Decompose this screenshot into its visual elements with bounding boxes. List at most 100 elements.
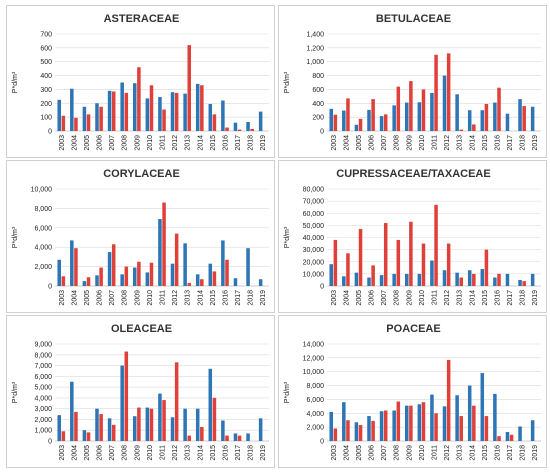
- bar-blue-2013: [183, 243, 187, 286]
- x-tick-label: 2003: [331, 290, 338, 306]
- x-tick-label: 2008: [122, 290, 129, 306]
- x-tick-label: 2008: [394, 445, 401, 461]
- bar-red-2017: [237, 129, 242, 131]
- chart-svg: CUPRESSACEAE/TAXACEAE P*d/m³ 0 10,000 20,000…: [284, 168, 541, 306]
- bar-blue-2015: [480, 373, 485, 441]
- bar-blue-2003: [329, 108, 333, 131]
- bar-blue-2004: [342, 110, 346, 131]
- y-tick-label: 400: [312, 101, 324, 108]
- bar-blue-2019: [530, 106, 535, 131]
- bar-blue-2008: [392, 105, 396, 131]
- bar-blue-2006: [367, 277, 371, 286]
- y-tick-label: 1,000: [306, 59, 324, 66]
- bar-blue-2013: [455, 94, 459, 131]
- bar-blue-2011: [158, 393, 162, 441]
- bar-red-2004: [346, 253, 350, 286]
- bar-blue-2003: [57, 99, 61, 131]
- bar-blue-2014: [195, 408, 200, 441]
- y-tick-label: 0: [48, 284, 52, 291]
- y-tick-label: 8,000: [34, 352, 52, 359]
- y-tick-label: 4,000: [306, 411, 324, 418]
- bar-red-2005: [358, 229, 363, 286]
- x-tick-label: 2010: [419, 135, 426, 151]
- x-tick-label: 2012: [444, 445, 451, 461]
- bar-blue-2019: [258, 418, 263, 441]
- chart-title: POACEAE: [386, 323, 440, 335]
- y-tick-label: 5,000: [34, 385, 52, 392]
- x-tick-label: 2008: [122, 445, 129, 461]
- bar-red-2005: [86, 114, 91, 131]
- bar-blue-2011: [158, 219, 162, 286]
- bar-red-2004: [74, 248, 78, 286]
- x-tick-label: 2014: [197, 445, 204, 461]
- chart-panel: OLEACEAE P*d/m³ 0 1,000 2,000 3,000 4,000 5,000…: [6, 315, 275, 468]
- y-tick-label: 2,000: [306, 425, 324, 432]
- x-tick-label: 2017: [235, 290, 242, 306]
- bar-red-2003: [61, 431, 66, 441]
- x-tick-label: 2006: [369, 135, 376, 151]
- bar-blue-2008: [392, 273, 396, 286]
- x-tick-label: 2014: [469, 290, 476, 306]
- x-tick-label: 2010: [419, 290, 426, 306]
- x-tick-label: 2013: [185, 290, 192, 306]
- bar-blue-2004: [342, 276, 346, 286]
- bar-blue-2004: [70, 240, 74, 286]
- bar-blue-2018: [518, 426, 522, 441]
- bar-blue-2012: [170, 263, 175, 286]
- bar-red-2018: [250, 128, 254, 131]
- bar-blue-2016: [221, 100, 225, 131]
- x-tick-label: 2008: [394, 290, 401, 306]
- x-tick-label: 2009: [134, 290, 141, 306]
- bar-blue-2007: [379, 411, 384, 441]
- x-tick-label: 2003: [59, 290, 66, 306]
- bar-blue-2008: [392, 410, 396, 441]
- bar-red-2011: [434, 204, 438, 286]
- x-tick-label: 2015: [482, 135, 489, 151]
- x-tick-label: 2017: [235, 445, 242, 461]
- bar-red-2014: [200, 279, 204, 286]
- x-tick-label: 2009: [134, 445, 141, 461]
- bar-blue-2004: [70, 88, 74, 131]
- bar-blue-2004: [70, 381, 74, 441]
- x-tick-label: 2009: [406, 290, 413, 306]
- bar-blue-2011: [430, 92, 434, 131]
- x-tick-label: 2014: [197, 135, 204, 151]
- x-tick-label: 2017: [507, 445, 514, 461]
- bar-blue-2019: [258, 111, 263, 131]
- y-tick-label: 0: [48, 439, 52, 446]
- y-tick-label: 500: [40, 59, 52, 66]
- bar-blue-2009: [132, 83, 137, 131]
- bar-blue-2011: [430, 260, 434, 286]
- bar-red-2010: [149, 262, 154, 286]
- x-tick-label: 2017: [235, 135, 242, 151]
- bar-blue-2012: [170, 417, 175, 441]
- x-tick-label: 2017: [507, 290, 514, 306]
- bar-blue-2008: [120, 274, 124, 286]
- x-tick-label: 2011: [160, 135, 167, 150]
- bar-blue-2014: [195, 274, 200, 286]
- x-tick-label: 2013: [457, 445, 464, 461]
- bar-red-2004: [74, 117, 78, 131]
- x-tick-label: 2007: [381, 445, 388, 461]
- bar-red-2017: [509, 434, 514, 441]
- bar-red-2003: [333, 239, 338, 286]
- bar-red-2013: [187, 45, 192, 132]
- bar-blue-2010: [417, 102, 422, 131]
- bar-red-2015: [212, 271, 217, 286]
- x-tick-label: 2006: [97, 135, 104, 151]
- x-tick-label: 2019: [532, 445, 539, 461]
- x-tick-label: 2005: [84, 135, 91, 151]
- bar-blue-2017: [233, 433, 238, 441]
- x-tick-label: 2013: [457, 135, 464, 151]
- bar-blue-2008: [120, 82, 124, 131]
- chart-panel: BETULACEAE P*d/m³ 0 200 400 600 800 1,000 1,200 1…: [278, 5, 547, 158]
- x-tick-label: 2007: [109, 290, 116, 306]
- y-tick-label: 20,000: [303, 259, 325, 266]
- bar-blue-2010: [145, 98, 150, 131]
- x-tick-label: 2012: [172, 135, 179, 151]
- x-tick-label: 2019: [260, 445, 267, 461]
- bar-blue-2005: [354, 272, 359, 286]
- y-tick-label: 80,000: [303, 187, 325, 194]
- bar-blue-2016: [493, 102, 497, 131]
- y-tick-label: 70,000: [303, 199, 325, 206]
